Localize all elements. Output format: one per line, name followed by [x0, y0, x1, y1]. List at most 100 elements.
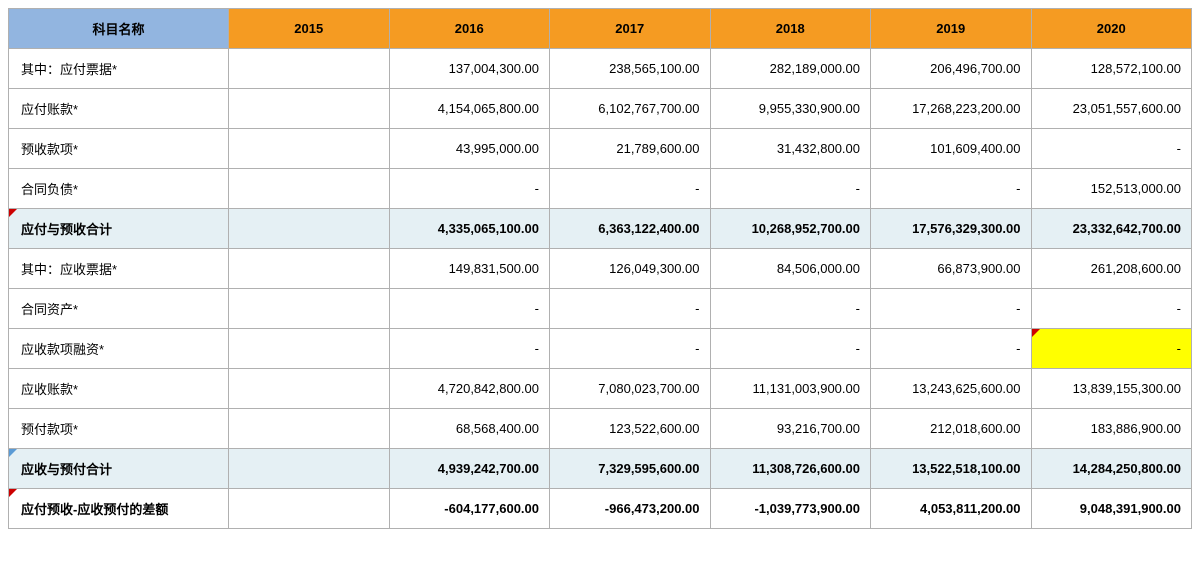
- table-row: 应付与预收合计4,335,065,100.006,363,122,400.001…: [9, 209, 1192, 249]
- value-cell: 261,208,600.00: [1031, 249, 1192, 289]
- value-cell: 101,609,400.00: [871, 129, 1032, 169]
- row-label-cell: 应付预收-应收预付的差额: [9, 489, 229, 529]
- value-cell: 212,018,600.00: [871, 409, 1032, 449]
- value-cell: 183,886,900.00: [1031, 409, 1192, 449]
- value-cell: -: [710, 329, 871, 369]
- value-cell: -: [871, 329, 1032, 369]
- value-cell: [229, 409, 390, 449]
- value-cell: 128,572,100.00: [1031, 49, 1192, 89]
- year-header-cell: 2017: [550, 9, 711, 49]
- value-cell: 149,831,500.00: [389, 249, 550, 289]
- value-cell: -: [1031, 329, 1192, 369]
- value-cell: -966,473,200.00: [550, 489, 711, 529]
- table-row: 预收款项* 43,995,000.0021,789,600.0031,432,80…: [9, 129, 1192, 169]
- value-cell: 21,789,600.00: [550, 129, 711, 169]
- row-label-cell: 应付与预收合计: [9, 209, 229, 249]
- row-label-cell: 其中：应收票据*: [9, 249, 229, 289]
- value-cell: -: [871, 289, 1032, 329]
- value-cell: 7,080,023,700.00: [550, 369, 711, 409]
- value-cell: 152,513,000.00: [1031, 169, 1192, 209]
- value-cell: 17,576,329,300.00: [871, 209, 1032, 249]
- table-row: 其中：应付票据*137,004,300.00238,565,100.00282,…: [9, 49, 1192, 89]
- value-cell: 43,995,000.00: [389, 129, 550, 169]
- value-cell: -: [710, 169, 871, 209]
- value-cell: 123,522,600.00: [550, 409, 711, 449]
- value-cell: 9,955,330,900.00: [710, 89, 871, 129]
- value-cell: -: [1031, 289, 1192, 329]
- value-cell: 31,432,800.00: [710, 129, 871, 169]
- value-cell: 13,522,518,100.00: [871, 449, 1032, 489]
- value-cell: 17,268,223,200.00: [871, 89, 1032, 129]
- value-cell: [229, 449, 390, 489]
- value-cell: -: [550, 169, 711, 209]
- table-row: 预付款项*68,568,400.00123,522,600.0093,216,7…: [9, 409, 1192, 449]
- label-header-cell: 科目名称: [9, 9, 229, 49]
- row-label-cell: 应收款项融资*: [9, 329, 229, 369]
- value-cell: -604,177,600.00: [389, 489, 550, 529]
- value-cell: 282,189,000.00: [710, 49, 871, 89]
- value-cell: -: [1031, 129, 1192, 169]
- value-cell: 4,053,811,200.00: [871, 489, 1032, 529]
- value-cell: 11,131,003,900.00: [710, 369, 871, 409]
- value-cell: -: [710, 289, 871, 329]
- value-cell: 6,363,122,400.00: [550, 209, 711, 249]
- table-row: 应付账款*4,154,065,800.006,102,767,700.009,9…: [9, 89, 1192, 129]
- value-cell: [229, 489, 390, 529]
- table-row: 合同负债*----152,513,000.00: [9, 169, 1192, 209]
- row-label-cell: 其中：应付票据*: [9, 49, 229, 89]
- value-cell: 6,102,767,700.00: [550, 89, 711, 129]
- value-cell: 13,243,625,600.00: [871, 369, 1032, 409]
- value-cell: -: [871, 169, 1032, 209]
- value-cell: [229, 249, 390, 289]
- value-cell: 23,332,642,700.00: [1031, 209, 1192, 249]
- year-header-cell: 2015: [229, 9, 390, 49]
- value-cell: 23,051,557,600.00: [1031, 89, 1192, 129]
- value-cell: [229, 289, 390, 329]
- row-label-cell: 合同资产*: [9, 289, 229, 329]
- value-cell: 206,496,700.00: [871, 49, 1032, 89]
- value-cell: 14,284,250,800.00: [1031, 449, 1192, 489]
- year-header-cell: 2020: [1031, 9, 1192, 49]
- value-cell: 66,873,900.00: [871, 249, 1032, 289]
- value-cell: 4,335,065,100.00: [389, 209, 550, 249]
- value-cell: [229, 329, 390, 369]
- table-row: 应收与预付合计4,939,242,700.007,329,595,600.001…: [9, 449, 1192, 489]
- value-cell: [229, 89, 390, 129]
- financial-table: 科目名称 201520162017201820192020 其中：应付票据* 13…: [8, 8, 1192, 529]
- value-cell: [229, 169, 390, 209]
- value-cell: -: [550, 289, 711, 329]
- value-cell: -: [550, 329, 711, 369]
- value-cell: [229, 369, 390, 409]
- value-cell: 9,048,391,900.00: [1031, 489, 1192, 529]
- value-cell: 10,268,952,700.00: [710, 209, 871, 249]
- value-cell: 13,839,155,300.00: [1031, 369, 1192, 409]
- value-cell: 68,568,400.00: [389, 409, 550, 449]
- value-cell: -: [389, 289, 550, 329]
- year-header-cell: 2018: [710, 9, 871, 49]
- row-label-cell: 应收与预付合计: [9, 449, 229, 489]
- value-cell: -: [389, 329, 550, 369]
- value-cell: 93,216,700.00: [710, 409, 871, 449]
- value-cell: 4,720,842,800.00: [389, 369, 550, 409]
- value-cell: 84,506,000.00: [710, 249, 871, 289]
- table-row: 应付预收-应收预付的差额 -604,177,600.00-966,473,200.…: [9, 489, 1192, 529]
- value-cell: 137,004,300.00: [389, 49, 550, 89]
- value-cell: [229, 49, 390, 89]
- row-label-cell: 合同负债*: [9, 169, 229, 209]
- table-row: 应收款项融资*-----: [9, 329, 1192, 369]
- year-header-cell: 2019: [871, 9, 1032, 49]
- row-label-cell: 应收账款*: [9, 369, 229, 409]
- value-cell: -1,039,773,900.00: [710, 489, 871, 529]
- value-cell: [229, 129, 390, 169]
- value-cell: -: [389, 169, 550, 209]
- value-cell: 7,329,595,600.00: [550, 449, 711, 489]
- value-cell: 11,308,726,600.00: [710, 449, 871, 489]
- table-body: 其中：应付票据*137,004,300.00238,565,100.00282,…: [9, 49, 1192, 529]
- table-row: 合同资产*-----: [9, 289, 1192, 329]
- value-cell: 4,939,242,700.00: [389, 449, 550, 489]
- row-label-cell: 预收款项*: [9, 129, 229, 169]
- row-label-cell: 应付账款*: [9, 89, 229, 129]
- value-cell: 126,049,300.00: [550, 249, 711, 289]
- table-row: 其中：应收票据* 149,831,500.00126,049,300.0084,5…: [9, 249, 1192, 289]
- year-header-cell: 2016: [389, 9, 550, 49]
